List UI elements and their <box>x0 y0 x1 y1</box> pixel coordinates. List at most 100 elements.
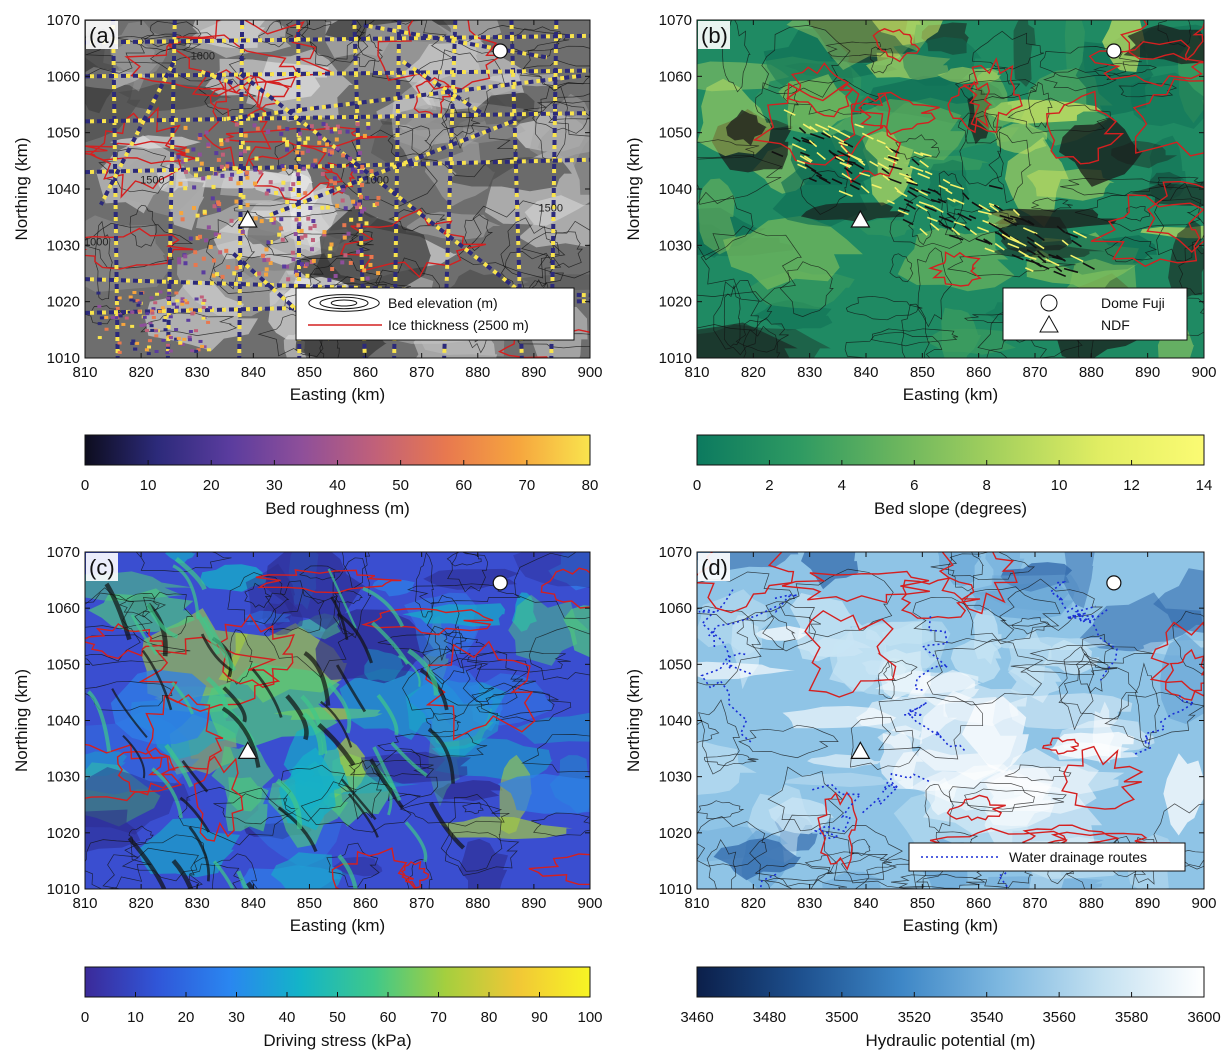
slope-ridge <box>975 238 989 244</box>
ice-thickness-contour <box>540 567 590 609</box>
slope-ridge <box>1036 250 1046 258</box>
bed-elevation-contour <box>1093 62 1158 77</box>
slope-ridge <box>792 136 801 143</box>
colorbar-tick-label: 3540 <box>970 1009 1003 1026</box>
field-patch <box>782 706 897 729</box>
stress-streak <box>285 694 309 741</box>
roughness-sample <box>202 345 207 349</box>
stress-streak <box>327 568 357 629</box>
colorbar-tick-label: 80 <box>481 1009 498 1026</box>
roughness-sample <box>163 328 168 332</box>
roughness-sample <box>294 165 299 170</box>
survey-line <box>223 73 582 122</box>
slope-ridge <box>993 204 1004 212</box>
roughness-sample <box>335 124 340 129</box>
slope-ridge <box>1037 263 1050 270</box>
bed-elevation-contour <box>901 303 930 358</box>
bed-elevation-contour <box>999 578 1104 631</box>
roughness-sample <box>149 324 154 328</box>
stress-streak <box>427 727 455 784</box>
roughness-sample <box>240 229 245 234</box>
roughness-sample <box>193 262 198 267</box>
roughness-sample <box>340 198 345 203</box>
slope-ridge <box>798 126 807 134</box>
bed-elevation-contour <box>1124 206 1152 222</box>
bed-elevation-contour <box>1104 236 1157 263</box>
roughness-sample <box>216 234 221 239</box>
bed-elevation-contour <box>972 30 1045 70</box>
roughness-sample <box>130 310 135 314</box>
bed-elevation-contour <box>762 601 822 652</box>
x-tick-label: 810 <box>72 895 97 912</box>
slope-ridge <box>946 212 957 221</box>
bed-elevation-contour <box>402 648 495 721</box>
ice-thickness-contour <box>85 140 196 165</box>
roughness-sample <box>181 159 186 164</box>
y-axis-label: Northing (km) <box>12 669 31 772</box>
legend-entry: Ice thickness (2500 m) <box>388 317 529 333</box>
roughness-sample <box>322 232 327 237</box>
ice-thickness-contour <box>962 57 1023 133</box>
slope-ridge <box>843 141 854 148</box>
bed-elevation-contour <box>890 874 986 889</box>
x-axis-label: Easting (km) <box>903 916 998 935</box>
stress-streak <box>327 682 352 734</box>
roughness-sample <box>295 150 300 155</box>
dome-fuji-marker <box>492 43 508 59</box>
stress-streak <box>151 767 183 819</box>
survey-line <box>85 33 590 45</box>
roughness-sample <box>219 164 224 169</box>
slope-ridge <box>962 192 970 200</box>
roughness-sample <box>285 139 290 144</box>
x-tick-label: 820 <box>741 364 766 381</box>
bed-elevation-contour <box>500 217 562 294</box>
roughness-sample <box>180 300 185 304</box>
field-patch <box>537 114 590 159</box>
roughness-sample <box>299 262 304 267</box>
roughness-sample <box>366 125 371 130</box>
colorbar-label: Driving stress (kPa) <box>263 1031 411 1050</box>
roughness-sample <box>188 307 193 311</box>
roughness-sample <box>333 127 338 132</box>
bed-elevation-contour <box>822 825 903 882</box>
survey-line <box>85 111 590 124</box>
colorbar-tick-label: 100 <box>577 1009 602 1026</box>
field-patch <box>858 218 917 238</box>
ice-thickness-contour <box>1146 180 1204 253</box>
roughness-sample <box>333 273 338 278</box>
y-tick-label: 1010 <box>47 881 80 898</box>
x-tick-label: 850 <box>297 895 322 912</box>
roughness-sample <box>121 322 126 326</box>
roughness-sample <box>303 191 308 196</box>
slope-ridge <box>1012 208 1020 217</box>
roughness-sample <box>358 150 363 155</box>
bed-elevation-contour <box>377 733 488 758</box>
contour-label: 1000 <box>84 236 108 248</box>
colorbar: 0 10 20 30 40 50 60 70 80 90 100 Driving stress (kP… <box>81 966 603 1050</box>
contour-label: 1000 <box>365 174 389 186</box>
ice-thickness-contour <box>528 853 590 886</box>
colorbar-tick-label: 40 <box>279 1009 296 1026</box>
x-tick-label: 890 <box>1135 895 1160 912</box>
roughness-sample <box>318 135 323 140</box>
roughness-sample <box>160 306 165 310</box>
stress-streak <box>174 557 207 591</box>
y-tick-label: 1060 <box>659 600 692 617</box>
slope-ridge <box>840 144 848 153</box>
field-patch <box>518 195 590 248</box>
x-tick-label: 880 <box>465 364 490 381</box>
slope-ridge <box>808 177 817 183</box>
field-patch <box>364 648 405 682</box>
survey-line-high <box>99 61 176 206</box>
roughness-sample <box>206 175 211 180</box>
y-tick-label: 1070 <box>659 12 692 29</box>
bed-elevation-contour <box>800 170 848 215</box>
slope-ridge <box>989 204 1000 213</box>
bed-elevation-contour <box>964 788 1067 810</box>
roughness-sample <box>149 296 154 300</box>
field-patch <box>726 109 767 146</box>
bed-elevation-contour <box>871 328 959 347</box>
roughness-sample <box>154 329 159 333</box>
roughness-sample <box>325 205 330 210</box>
roughness-sample <box>327 277 332 282</box>
